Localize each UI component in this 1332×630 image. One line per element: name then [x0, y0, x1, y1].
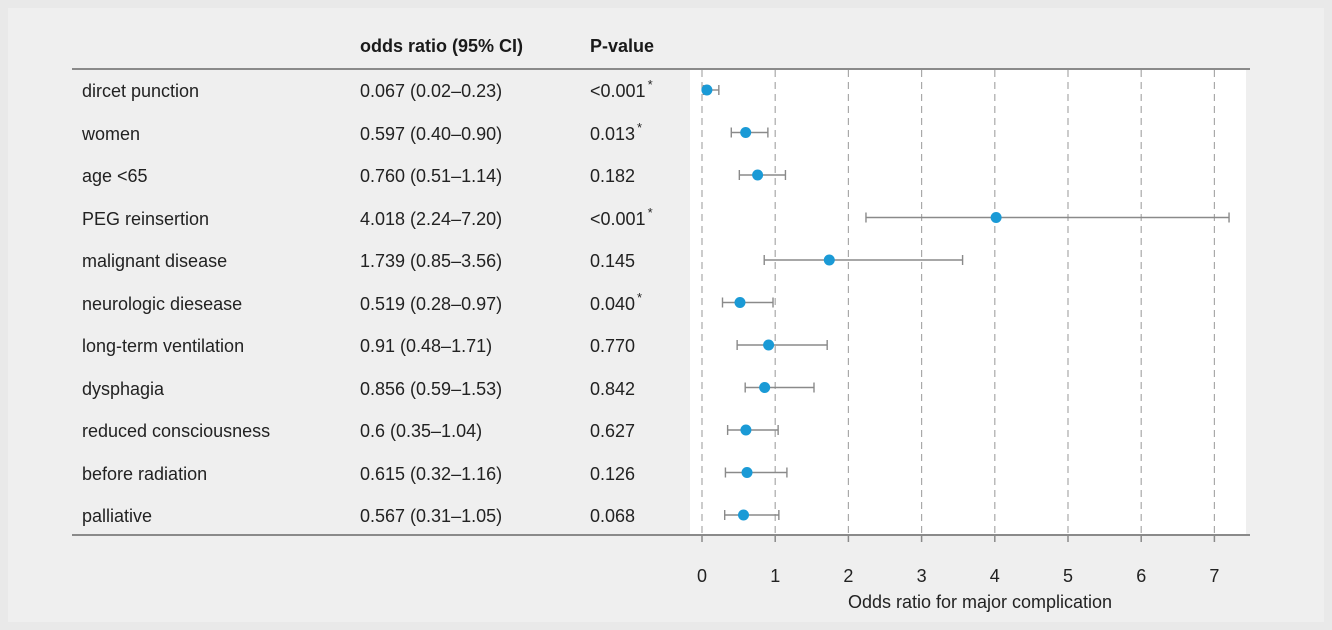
odds-ratio-text: 0.856 (0.59–1.53) — [360, 378, 503, 399]
table-row: neurologic diesease 0.519 (0.28–0.97) 0.04… — [0, 283, 1332, 325]
x-tick-label: 5 — [1063, 566, 1073, 586]
significance-marker: * — [637, 289, 643, 305]
row-label: palliative — [82, 506, 153, 526]
odds-ratio-point — [741, 467, 753, 478]
odds-ratio-text: 0.067 (0.02–0.23) — [360, 81, 503, 101]
row-label: before radiation — [82, 463, 208, 484]
row-label: reduced consciousness — [82, 421, 271, 441]
table-row: long-term ventilation 0.91 (0.48–1.71) 0.7… — [0, 325, 1332, 367]
p-value-text: 0.145 — [590, 251, 636, 271]
table-row: malignant disease 1.739 (0.85–3.56) 0.145 — [0, 240, 1332, 282]
odds-ratio-text: 0.567 (0.31–1.05) — [360, 506, 503, 526]
row-label: long-term ventilation — [82, 336, 245, 356]
row-label: dircet punction — [82, 81, 200, 101]
odds-ratio-point — [738, 509, 750, 521]
header-or: odds ratio (95% CI) — [360, 36, 524, 56]
odds-ratio-point — [740, 424, 752, 436]
odds-ratio-text: 0.597 (0.40–0.90) — [360, 123, 503, 144]
x-tick-label: 3 — [917, 566, 927, 586]
table-top-rule — [72, 68, 1250, 70]
row-label: women — [82, 123, 141, 144]
odds-ratio-text: 0.91 (0.48–1.71) — [360, 336, 493, 356]
table-row: reduced consciousness 0.6 (0.35–1.04) 0.62… — [0, 410, 1332, 452]
table-row: PEG reinsertion 4.018 (2.24–7.20) <0.001 * — [0, 198, 1332, 240]
odds-ratio-text: 1.739 (0.85–3.56) — [360, 251, 503, 271]
x-axis-label: Odds ratio for major complication — [848, 592, 1112, 612]
table-row: dysphagia 0.856 (0.59–1.53) 0.842 — [0, 368, 1332, 410]
p-value-text: 0.842 — [590, 378, 636, 399]
row-label: malignant disease — [82, 251, 228, 271]
row-label: dysphagia — [82, 378, 165, 399]
odds-ratio-text: 0.760 (0.51–1.14) — [360, 166, 503, 186]
p-value-text: 0.013 * — [590, 119, 643, 144]
odds-ratio-point — [740, 127, 752, 138]
x-tick-label: 0 — [697, 566, 707, 586]
p-value-text: 0.040 * — [590, 289, 643, 314]
p-value-text: 0.068 — [590, 506, 636, 526]
significance-marker: * — [647, 204, 653, 220]
p-value-text: <0.001 * — [590, 77, 653, 101]
x-tick-label: 7 — [1209, 566, 1219, 586]
odds-ratio-text: 0.519 (0.28–0.97) — [360, 293, 503, 314]
p-value-text: 0.126 — [590, 463, 636, 484]
odds-ratio-text: 4.018 (2.24–7.20) — [360, 208, 503, 229]
odds-ratio-text: 0.6 (0.35–1.04) — [360, 421, 483, 441]
odds-ratio-point — [759, 382, 771, 393]
p-value-text: 0.627 — [590, 421, 636, 441]
x-tick-label: 1 — [770, 566, 780, 586]
table-row: dircet punction 0.067 (0.02–0.23) <0.001 * — [0, 70, 1332, 112]
odds-ratio-point — [752, 169, 764, 181]
x-tick-label: 6 — [1136, 566, 1146, 586]
table-row: palliative 0.567 (0.31–1.05) 0.068 — [0, 495, 1332, 537]
x-tick-label: 2 — [843, 566, 853, 586]
x-tick-label: 4 — [990, 566, 1000, 586]
odds-ratio-text: 0.615 (0.32–1.16) — [360, 463, 503, 484]
table-row: age <65 0.760 (0.51–1.14) 0.182 — [0, 155, 1332, 197]
p-value-text: <0.001 * — [590, 204, 653, 229]
odds-ratio-point — [990, 212, 1002, 223]
table-row: women 0.597 (0.40–0.90) 0.013 * — [0, 113, 1332, 155]
p-value-text: 0.770 — [590, 336, 636, 356]
p-value-text: 0.182 — [590, 166, 636, 186]
significance-marker: * — [637, 119, 643, 135]
table-row: before radiation 0.615 (0.32–1.16) 0.126 — [0, 453, 1332, 495]
row-label: age <65 — [82, 166, 148, 186]
odds-ratio-point — [734, 297, 746, 308]
plot-background — [690, 70, 1246, 536]
row-label: PEG reinsertion — [82, 208, 210, 229]
header-pvalue: P-value — [590, 36, 655, 56]
significance-marker: * — [647, 77, 653, 92]
table-bottom-rule — [72, 534, 1250, 536]
odds-ratio-point — [701, 84, 713, 96]
row-label: neurologic diesease — [82, 293, 243, 314]
odds-ratio-point — [823, 254, 835, 266]
odds-ratio-point — [763, 339, 775, 351]
